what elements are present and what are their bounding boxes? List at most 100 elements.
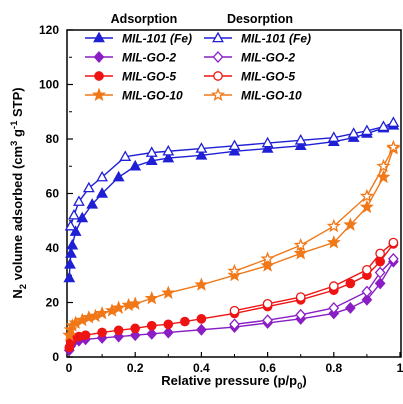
legend-marker-mil-go-10-adsorption [91, 87, 107, 101]
data-point-mil-101-fe-desorption [64, 219, 77, 231]
legend-marker-mil-go-10-desorption [210, 87, 226, 101]
x-tick-label: 0 [66, 361, 73, 375]
data-point-mil-101-fe-adsorption [86, 198, 99, 209]
data-point-mil-go-2-desorption [262, 314, 273, 327]
data-point-mil-101-fe-adsorption [261, 142, 274, 153]
legend-label-mil-go-10-adsorption: MIL-GO-10 [122, 89, 183, 103]
data-point-mil-go-5-adsorption [130, 323, 141, 334]
data-point-mil-go-2-adsorption [344, 301, 356, 314]
legend-label-mil-101-fe-desorption: MIL-101 (Fe) [241, 32, 311, 46]
x-tick-label: 1 [397, 361, 403, 375]
data-point-mil-go-5-adsorption [375, 256, 385, 267]
data-point-mil-go-2-desorption [374, 266, 386, 279]
data-point-mil-go-2-desorption [295, 308, 307, 321]
y-tick-label: 80 [46, 132, 60, 146]
data-point-mil-101-fe-adsorption [195, 149, 208, 160]
data-point-mil-go-10-desorption [359, 188, 374, 203]
data-point-mil-101-fe-desorption [228, 139, 241, 151]
data-point-mil-101-fe-desorption [119, 150, 132, 161]
x-tick-label: 0.6 [259, 361, 276, 375]
data-point-mil-go-2-adsorption [361, 293, 373, 306]
data-point-mil-go-10-adsorption [227, 267, 242, 282]
data-point-mil-101-fe-desorption [82, 181, 95, 193]
x-tick-label: 0.4 [193, 361, 210, 375]
data-point-mil-go-10-desorption [326, 218, 341, 233]
data-point-mil-101-fe-adsorption [69, 225, 82, 236]
data-point-mil-go-10-adsorption [343, 217, 358, 231]
data-point-mil-go-10-adsorption [95, 305, 110, 320]
x-tick-label: 0.8 [325, 361, 342, 375]
data-point-mil-go-5-adsorption [345, 278, 356, 289]
legend: Adsorption Desorption MIL-101 (Fe) MIL-10… [85, 12, 311, 103]
data-point-mil-101-fe-desorption [377, 120, 390, 131]
y-tick-label: 0 [52, 350, 59, 364]
y-tick-label: 60 [46, 187, 60, 201]
data-point-mil-go-5-adsorption [80, 330, 91, 341]
data-point-mil-101-fe-desorption [145, 146, 158, 157]
legend-label-mil-go-10-desorption: MIL-GO-10 [241, 89, 302, 103]
y-axis-label-stp: STP) [10, 87, 25, 120]
data-point-mil-go-10-adsorption [128, 296, 143, 310]
y-axis-label-sup-minus1: -1 [9, 120, 20, 129]
data-point-mil-go-5-adsorption [97, 327, 107, 338]
x-tick-label: 0.2 [127, 361, 144, 375]
series-mil-101-fe-adsorption [63, 119, 400, 283]
data-point-mil-101-fe-adsorption [63, 271, 76, 283]
data-point-mil-101-fe-desorption [162, 144, 175, 156]
data-point-mil-101-fe-adsorption [64, 258, 76, 269]
data-point-mil-101-fe-adsorption [65, 247, 77, 258]
axis-labels: Relative pressure (p/p0) N2 volume adsor… [9, 87, 307, 392]
x-axis-label-subscript: 0 [297, 381, 302, 392]
y-axis-label-sub-2: 2 [18, 284, 29, 289]
data-point-mil-go-5-adsorption [113, 325, 124, 336]
legend-header-desorption: Desorption [227, 12, 293, 26]
data-point-mil-go-5-adsorption [180, 316, 190, 327]
data-point-mil-go-5-adsorption [146, 320, 157, 331]
legend-marker-mil-go-2-adsorption [93, 51, 105, 63]
legend-label-mil-go-2-desorption: MIL-GO-2 [241, 51, 295, 65]
data-point-mil-101-fe-adsorption [129, 159, 142, 171]
legend-header-adsorption: Adsorption [111, 12, 178, 26]
legend-marker-mil-go-2-desorption [212, 51, 224, 63]
legend-marker-mil-101-fe-adsorption [93, 31, 105, 43]
data-point-mil-go-2-adsorption [374, 277, 386, 290]
series-mil-go-10-desorption [227, 139, 401, 278]
data-point-mil-go-5-adsorption [163, 319, 174, 330]
data-point-mil-101-fe-adsorption [96, 187, 109, 198]
legend-label-mil-go-5-adsorption: MIL-GO-5 [122, 70, 176, 84]
data-point-mil-go-2-adsorption [129, 329, 141, 342]
x-axis-label-close: ) [302, 373, 306, 388]
data-point-mil-go-2-desorption [328, 301, 340, 314]
data-point-mil-go-10-desorption [227, 263, 242, 278]
data-point-mil-go-2-adsorption [146, 327, 158, 340]
data-point-mil-go-10-desorption [260, 251, 275, 265]
x-axis-label: Relative pressure (p/p0) [161, 373, 306, 392]
x-axis-label-text: Relative pressure (p/p [161, 373, 297, 388]
data-point-mil-101-fe-desorption [73, 195, 85, 206]
data-point-mil-go-10-desorption [376, 158, 391, 173]
y-axis-label-sup-3: 3 [9, 141, 20, 146]
legend-label-mil-101-fe-adsorption: MIL-101 (Fe) [122, 32, 192, 46]
legend-marker-mil-go-5-desorption [213, 71, 223, 81]
data-point-mil-go-10-desorption [386, 139, 401, 154]
legend-marker-mil-go-5-adsorption [94, 71, 104, 81]
axis-ticks: 0 0.2 0.4 0.6 0.8 1 0 20 40 60 80 100 120 [39, 23, 403, 375]
data-point-mil-go-2-desorption [229, 318, 240, 331]
y-axis-label-text: volume adsorbed (cm [10, 146, 25, 284]
data-point-mil-go-10-adsorption [161, 285, 176, 299]
data-point-mil-go-2-adsorption [196, 323, 207, 336]
data-point-mil-101-fe-desorption [294, 134, 307, 145]
series-layer [62, 116, 401, 357]
data-point-mil-101-fe-desorption [261, 136, 274, 148]
data-point-mil-go-5-desorption [328, 281, 339, 291]
data-point-mil-101-fe-adsorption [162, 151, 175, 163]
data-point-mil-go-5-desorption [362, 264, 372, 275]
series-mil-go-5-desorption [229, 237, 399, 316]
data-point-mil-101-fe-adsorption [145, 154, 158, 166]
data-point-mil-101-fe-adsorption [112, 170, 125, 182]
data-point-mil-go-10-adsorption [326, 235, 341, 249]
y-axis-label-n: N [10, 289, 25, 298]
data-point-mil-go-10-desorption [293, 237, 308, 252]
data-point-mil-101-fe-desorption [387, 116, 400, 127]
